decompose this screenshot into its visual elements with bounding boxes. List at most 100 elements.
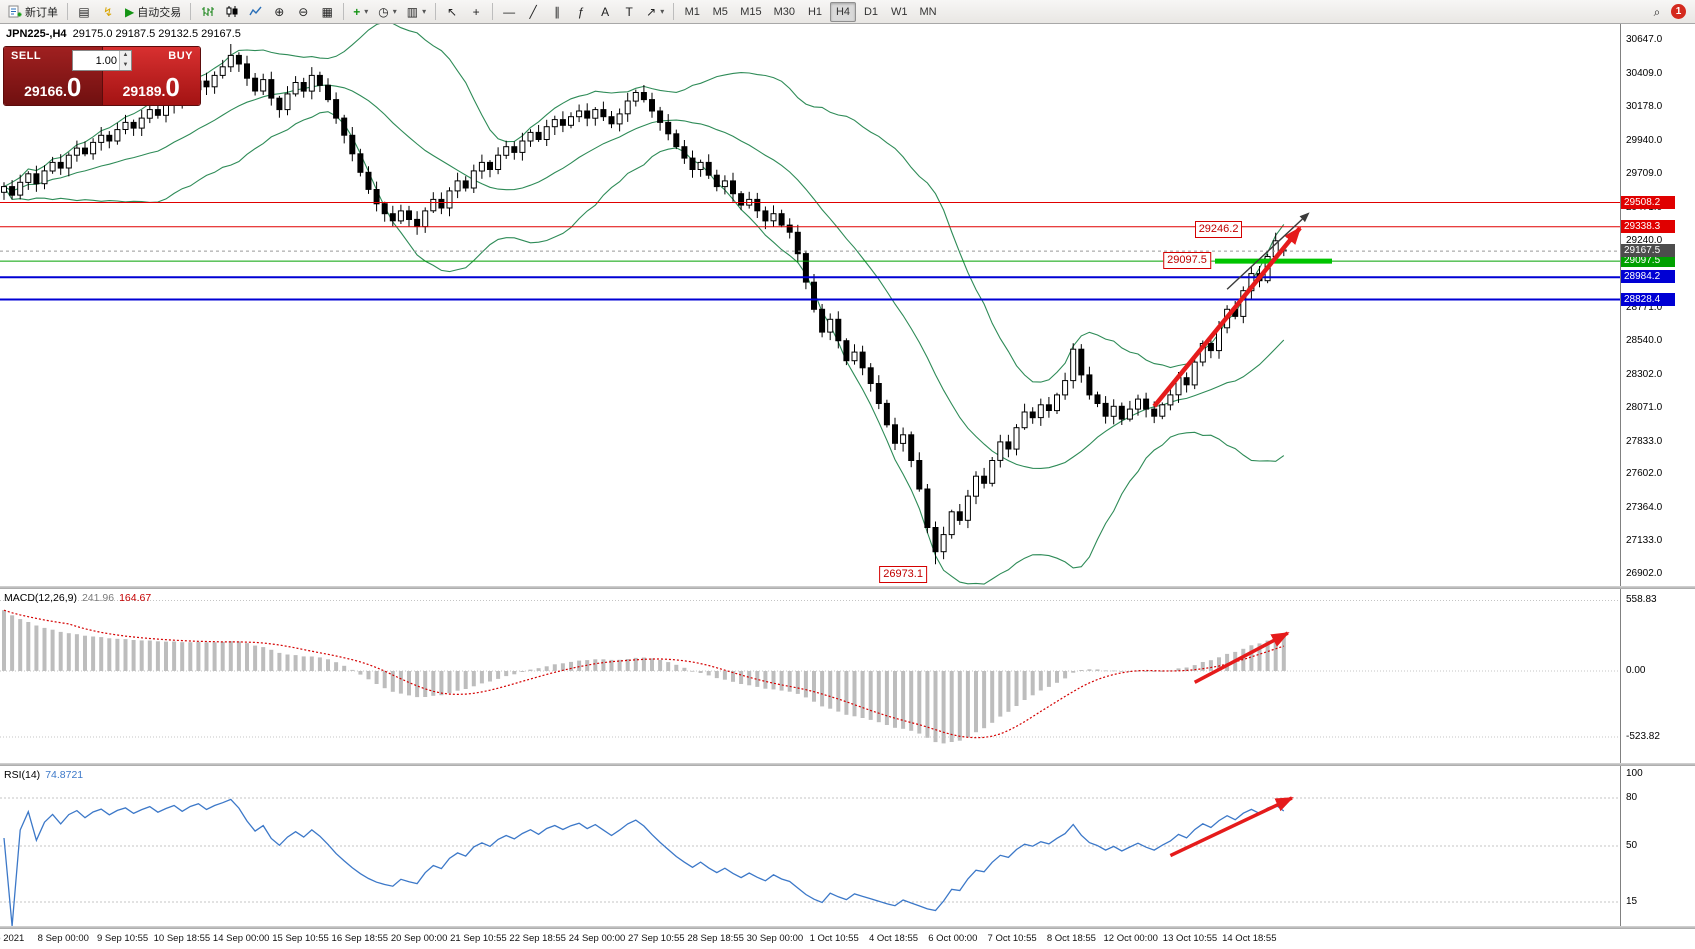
timeframe-mn-button[interactable]: MN [915, 2, 942, 22]
rsi-axis-label[interactable]: 50 [1626, 840, 1638, 851]
periods-button[interactable]: ◷ ▾ [374, 2, 401, 22]
panel-splitter[interactable] [0, 586, 1695, 589]
autotrading-button[interactable]: ▶ 自动交易 [121, 2, 185, 22]
time-axis-label[interactable]: 21 Sep 10:55 [450, 933, 507, 944]
price-axis-label[interactable]: 28771.0 [1626, 301, 1663, 313]
timeframe-m5-button[interactable]: M5 [707, 2, 733, 22]
price-axis-label[interactable]: 26902.0 [1626, 568, 1663, 580]
lot-size-input[interactable] [73, 51, 119, 70]
time-axis-label[interactable]: 20 Sep 00:00 [390, 933, 448, 944]
rsi-axis-label[interactable]: 80 [1626, 792, 1638, 803]
price-axis-label[interactable]: 28540.0 [1626, 334, 1663, 346]
trendline-button[interactable]: ╱ [522, 2, 544, 22]
candlestick-chart-button[interactable] [220, 2, 242, 22]
price-annotation[interactable]: 29097.5 [1163, 252, 1211, 270]
time-axis-label[interactable]: 30 Sep 00:00 [746, 933, 804, 944]
macd-axis-label[interactable]: 0.00 [1626, 664, 1646, 676]
alerts-button[interactable]: ↯ [97, 2, 119, 22]
time-axis-label[interactable]: 14 Sep 00:00 [212, 933, 270, 944]
tile-windows-button[interactable]: ▦ [316, 2, 338, 22]
rsi-axis-label[interactable]: 15 [1626, 896, 1638, 907]
time-axis-label[interactable]: 4 Oct 18:55 [868, 933, 919, 944]
macd-histogram-bar [1152, 671, 1157, 672]
price-axis-label[interactable]: 27602.0 [1626, 468, 1663, 480]
time-axis-label[interactable]: 6 Oct 00:00 [928, 933, 978, 944]
price-axis-label[interactable]: 28071.0 [1626, 401, 1663, 413]
cursor-button[interactable]: ↖ [441, 2, 463, 22]
price-axis-label[interactable]: 29940.0 [1626, 134, 1663, 146]
time-axis-label[interactable]: 8 Sep 00:00 [37, 933, 89, 944]
fibonacci-button[interactable]: ƒ [570, 2, 592, 22]
timeframe-m1-button[interactable]: M1 [679, 2, 705, 22]
time-axis-label[interactable]: 14 Oct 18:55 [1222, 933, 1277, 944]
templates-button[interactable]: ▥ ▾ [403, 2, 430, 22]
crosshair-button[interactable]: + [465, 2, 487, 22]
price-axis-label[interactable]: 29240.0 [1626, 234, 1663, 246]
text-button[interactable]: A [594, 2, 616, 22]
search-button[interactable]: ⌕ [1646, 2, 1668, 22]
time-axis-label[interactable]: 28 Sep 18:55 [687, 933, 744, 944]
time-axis-label[interactable]: 27 Sep 10:55 [628, 933, 685, 944]
spinner-down-icon[interactable]: ▼ [120, 60, 131, 70]
price-annotation[interactable]: 29246.2 [1194, 221, 1243, 239]
macd-axis-label[interactable]: 558.83 [1626, 594, 1657, 606]
timeframe-m30-button[interactable]: M30 [769, 2, 800, 22]
macd-histogram-bar [1257, 643, 1262, 671]
price-axis-label[interactable]: 27364.0 [1626, 502, 1663, 514]
symbol-ohlc: 29175.0 29187.5 29132.5 29167.5 [72, 28, 241, 40]
price-tag: 28828.4 [1621, 292, 1675, 306]
bollinger-band [3, 111, 1285, 585]
indicators-button[interactable]: + ▾ [349, 2, 372, 22]
spinner-up-icon[interactable]: ▲ [120, 51, 131, 61]
time-axis-label[interactable]: 24 Sep 00:00 [568, 933, 626, 944]
panel-splitter[interactable] [0, 763, 1695, 766]
price-axis-label[interactable]: 30647.0 [1626, 34, 1663, 46]
line-chart-button[interactable] [244, 2, 266, 22]
time-axis-label[interactable]: 9 Sep 10:55 [96, 933, 149, 944]
bar-chart-button[interactable] [196, 2, 218, 22]
time-axis-label[interactable]: 15 Sep 10:55 [272, 933, 329, 944]
price-axis-label[interactable]: 28302.0 [1626, 368, 1663, 380]
price-axis-label[interactable]: 27833.0 [1626, 435, 1663, 447]
macd-histogram-bar [115, 638, 120, 671]
notification-badge[interactable]: 1 [1671, 4, 1686, 19]
time-axis-label[interactable]: Sep 2021 [0, 933, 25, 944]
new-order-button[interactable]: 新订单 [4, 2, 62, 22]
timeframe-h1-button[interactable]: H1 [802, 2, 828, 22]
price-axis-label[interactable]: 29709.0 [1626, 167, 1663, 179]
time-axis-label[interactable]: 7 Oct 10:55 [987, 933, 1037, 944]
price-annotation[interactable]: 26973.1 [879, 566, 927, 584]
zoom-in-button[interactable]: ⊕ [268, 2, 290, 22]
time-axis-label[interactable]: 16 Sep 18:55 [331, 933, 389, 944]
price-axis-label[interactable]: 27133.0 [1626, 535, 1663, 547]
price-tag: 29508.2 [1621, 195, 1675, 209]
timeframe-d1-button[interactable]: D1 [858, 2, 884, 22]
main-chart-panel[interactable] [0, 24, 1620, 586]
price-axis-label[interactable]: 30409.0 [1626, 68, 1663, 80]
horizontal-line-button[interactable]: — [498, 2, 520, 22]
channel-button[interactable]: ∥ [546, 2, 568, 22]
macd-histogram-bar [747, 671, 752, 686]
label-button[interactable]: T [618, 2, 640, 22]
rsi-panel[interactable] [0, 766, 1620, 926]
macd-histogram-bar [982, 671, 987, 729]
time-axis-label[interactable]: 1 Oct 10:55 [809, 933, 859, 944]
rsi-axis-label[interactable]: 100 [1626, 768, 1643, 779]
macd-histogram-bar [463, 671, 468, 689]
macd-axis-label[interactable]: -523.82 [1626, 731, 1660, 742]
profiles-button[interactable]: ▤ [73, 2, 95, 22]
macd-panel[interactable] [0, 589, 1620, 763]
time-axis-label[interactable]: 10 Sep 18:55 [153, 933, 211, 944]
timeframe-m15-button[interactable]: M15 [735, 2, 766, 22]
time-axis-label[interactable]: 22 Sep 18:55 [509, 933, 566, 944]
sell-button[interactable]: SELL 29166.0 [4, 47, 103, 105]
zoom-out-button[interactable]: ⊖ [292, 2, 314, 22]
price-axis-label[interactable]: 30178.0 [1626, 101, 1663, 113]
time-axis-label[interactable]: 13 Oct 10:55 [1162, 933, 1218, 944]
toolbar-separator [435, 3, 437, 20]
time-axis-label[interactable]: 12 Oct 00:00 [1103, 933, 1158, 944]
arrows-button[interactable]: ↗ ▾ [642, 2, 668, 22]
timeframe-w1-button[interactable]: W1 [886, 2, 913, 22]
time-axis-label[interactable]: 8 Oct 18:55 [1046, 933, 1096, 944]
timeframe-h4-button[interactable]: H4 [830, 1, 857, 22]
